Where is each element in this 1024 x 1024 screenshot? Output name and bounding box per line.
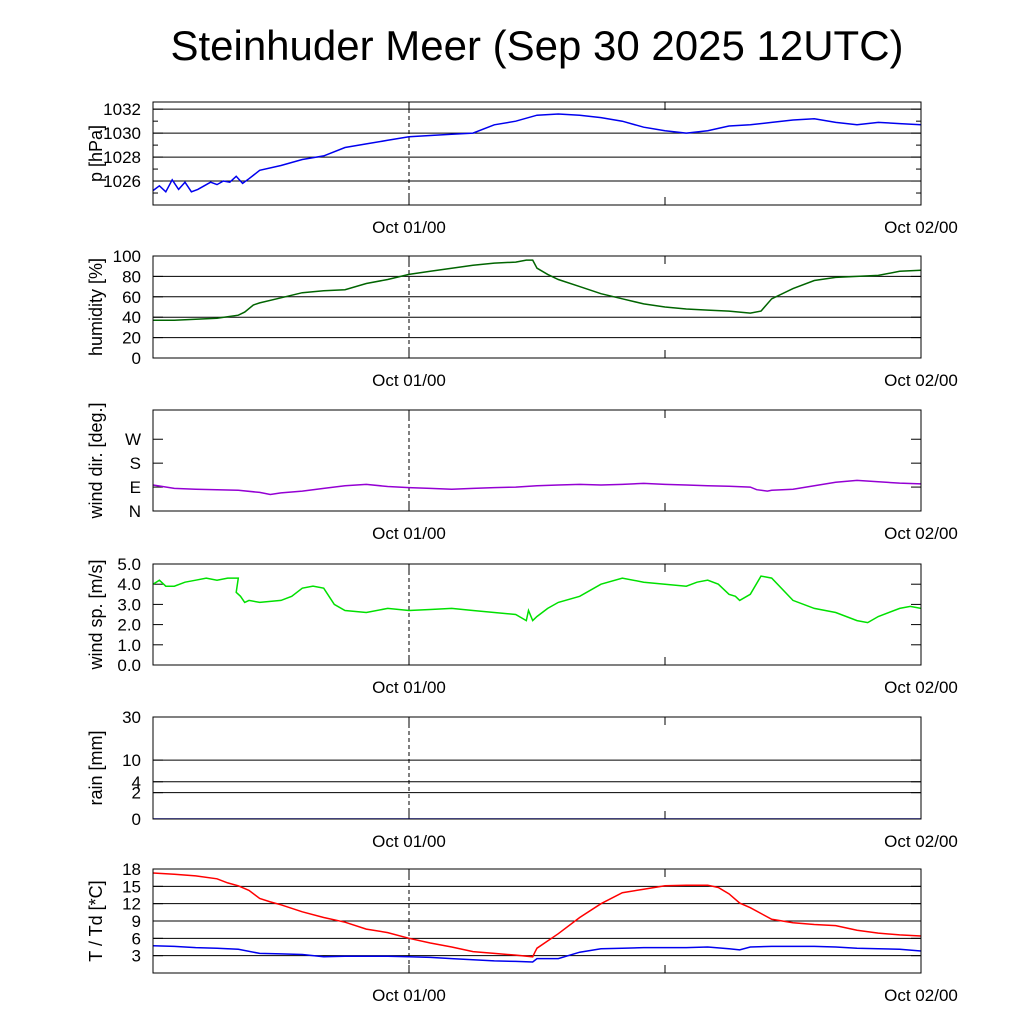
y-tick-label: 40 <box>122 308 141 327</box>
y-tick-label: 60 <box>122 288 141 307</box>
y-tick-label: 80 <box>122 267 141 286</box>
y-tick-label: 0.0 <box>117 656 141 675</box>
y-tick-label: 15 <box>122 877 141 896</box>
y-tick-label: 1032 <box>103 100 141 119</box>
chart-title: Steinhuder Meer (Sep 30 2025 12UTC) <box>170 22 904 69</box>
y-tick-label: 100 <box>113 247 141 266</box>
y-tick-label: 10 <box>122 751 141 770</box>
plot-frame <box>152 101 922 206</box>
x-tick-label: Oct 02/00 <box>884 371 958 390</box>
y-tick-label: 12 <box>122 895 141 914</box>
y-tick-label: 9 <box>132 912 141 931</box>
x-tick-label: Oct 01/00 <box>372 832 446 851</box>
panel-4: 0.01.02.0 3.04.05.0 Oct 01/00 Oct 02/00 wind… <box>86 555 958 697</box>
y-tick-label: 30 <box>122 708 141 727</box>
y-axis-title: rain [mm] <box>86 730 106 805</box>
y-tick-label: 4.0 <box>117 575 141 594</box>
x-tick-label: Oct 02/00 <box>884 678 958 697</box>
y-tick-label: 1.0 <box>117 636 141 655</box>
y-tick-label: 2 <box>132 784 141 803</box>
plot-frame <box>152 868 922 974</box>
series-line-1 <box>153 113 921 194</box>
plot-frame <box>152 716 922 820</box>
y-tick-label: 0 <box>132 810 141 829</box>
plot-frame <box>152 409 922 512</box>
y-tick-label: E <box>130 478 141 497</box>
y-tick-label: 2.0 <box>117 616 141 635</box>
y-tick-label: 1030 <box>103 124 141 143</box>
x-tick-label: Oct 01/00 <box>372 218 446 237</box>
y-tick-label: 1028 <box>103 148 141 167</box>
y-axis-title: wind dir. [deg.] <box>86 402 106 519</box>
series-line-1 <box>153 479 921 496</box>
y-axis-title: T / Td [*C] <box>86 880 106 961</box>
y-tick-label: 5.0 <box>117 555 141 574</box>
x-tick-label: Oct 02/00 <box>884 832 958 851</box>
series-line-1 <box>153 259 921 322</box>
x-tick-label: Oct 02/00 <box>884 986 958 1005</box>
x-tick-label: Oct 01/00 <box>372 986 446 1005</box>
y-tick-label: 6 <box>132 929 141 948</box>
plot-frame <box>152 563 922 666</box>
y-tick-label: 3 <box>132 947 141 966</box>
panel-1: 1026 1028 1030 1032 Oct 01/00 Oct 02/00 p [hPa… <box>86 100 958 237</box>
y-tick-label: S <box>130 454 141 473</box>
plot-frame <box>152 255 922 359</box>
x-tick-label: Oct 01/00 <box>372 371 446 390</box>
x-tick-label: Oct 01/00 <box>372 524 446 543</box>
y-axis-title: humidity [%] <box>86 258 106 356</box>
y-tick-label: 4 <box>132 773 141 792</box>
y-tick-label: 1026 <box>103 172 141 191</box>
x-tick-label: Oct 02/00 <box>884 218 958 237</box>
y-tick-label: 18 <box>122 860 141 879</box>
series-line-2 <box>153 945 921 963</box>
y-axis-title: wind sp. [m/s] <box>86 559 106 670</box>
panel-5: 0 24 10 30 Oct 01/00 Oct 02/00 rain [mm] <box>86 708 958 851</box>
y-tick-label: 0 <box>132 349 141 368</box>
series-line-1 <box>153 575 921 624</box>
series-line-1 <box>153 872 921 958</box>
y-tick-label: 3.0 <box>117 595 141 614</box>
y-tick-label: W <box>125 430 141 449</box>
x-tick-label: Oct 02/00 <box>884 524 958 543</box>
y-tick-label: 20 <box>122 329 141 348</box>
x-tick-label: Oct 01/00 <box>372 678 446 697</box>
y-tick-label: N <box>129 502 141 521</box>
y-axis-title: p [hPa] <box>86 125 106 182</box>
